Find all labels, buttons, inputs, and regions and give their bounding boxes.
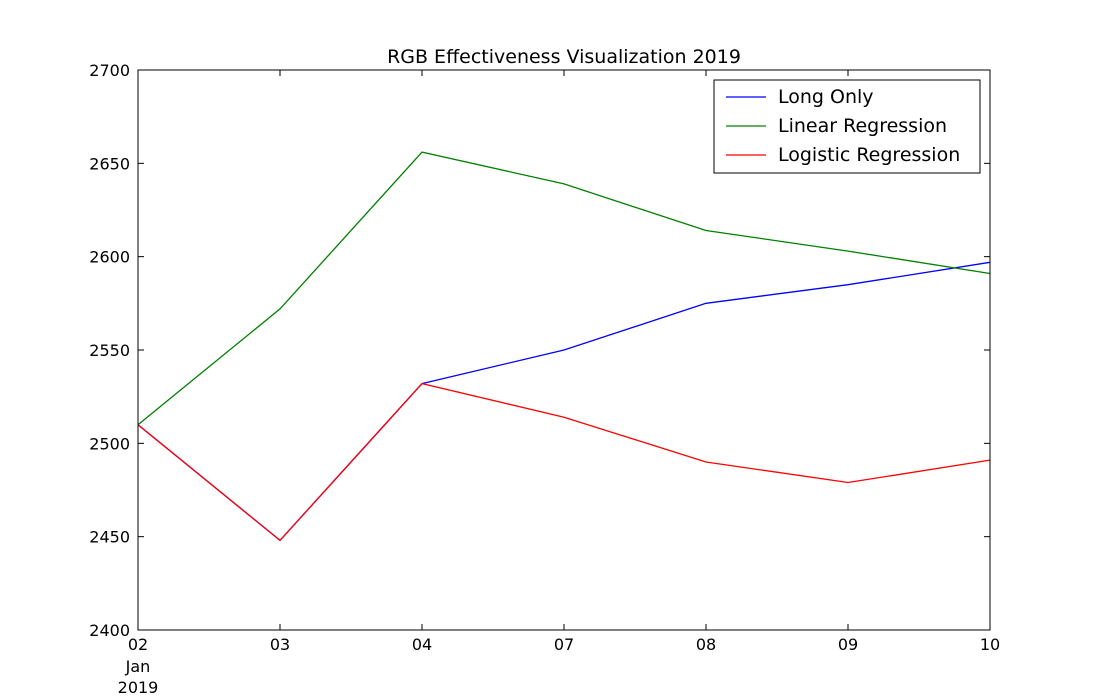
y-tick-label: 2400	[89, 621, 130, 640]
x-tick-sublabel: 2019	[118, 678, 159, 697]
x-tick-label: 02	[128, 635, 148, 654]
y-tick-label: 2600	[89, 248, 130, 267]
x-tick-label: 09	[838, 635, 858, 654]
x-axis: 02 03 04 07 08 09 10 Jan 2019	[118, 70, 1000, 697]
x-tick-label: 03	[270, 635, 290, 654]
legend-entry: Logistic Regression	[778, 144, 960, 166]
legend-entry: Long Only	[778, 86, 874, 108]
series-line-linear-regression	[137, 151, 991, 426]
y-tick-label: 2700	[89, 61, 130, 80]
legend-entry: Linear Regression	[778, 115, 947, 137]
x-tick-sublabel: Jan	[125, 657, 151, 676]
x-tick-label: 10	[980, 635, 1000, 654]
series-line-logistic-regression	[137, 382, 991, 542]
series-layer	[137, 151, 991, 542]
y-tick-label: 2450	[89, 528, 130, 547]
y-tick-label: 2650	[89, 154, 130, 173]
y-tick-label: 2550	[89, 341, 130, 360]
y-tick-label: 2500	[89, 434, 130, 453]
x-tick-label: 08	[696, 635, 716, 654]
series-line-long-only	[137, 261, 991, 542]
x-tick-label: 07	[554, 635, 574, 654]
x-tick-label: 04	[412, 635, 432, 654]
y-axis: 2400 2450 2500 2550 2600 2650 2700	[89, 61, 990, 640]
legend: Long Only Linear Regression Logistic Regre…	[713, 79, 981, 174]
chart-title: RGB Effectiveness Visualization 2019	[387, 46, 741, 68]
